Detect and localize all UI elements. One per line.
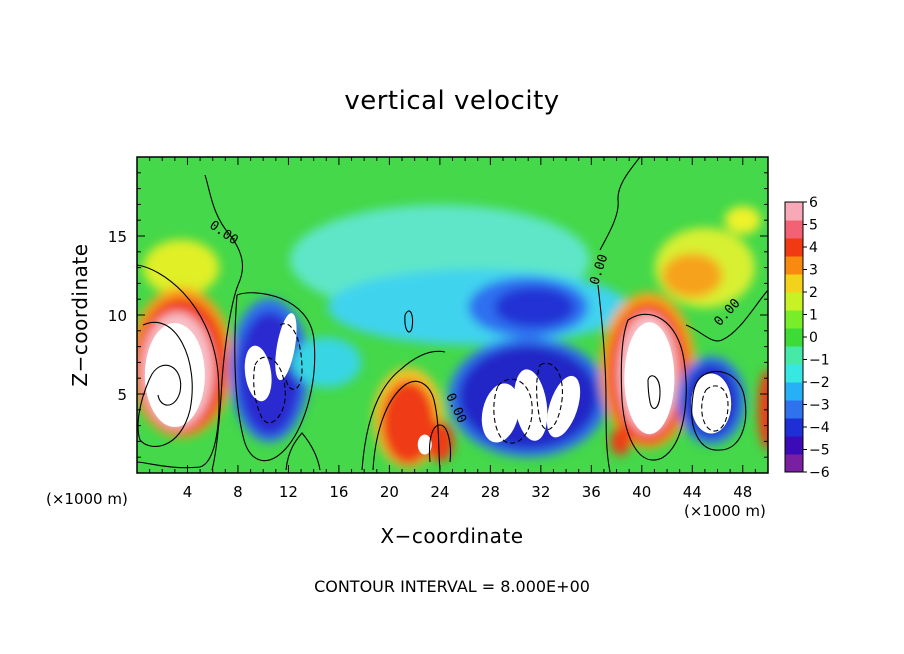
colorbar-tick-label: 3 [809, 263, 818, 279]
x-tick-label: 16 [329, 483, 348, 501]
chart-title: vertical velocity [344, 86, 560, 116]
colorbar-swatch [785, 310, 803, 329]
velocity-field [137, 157, 768, 473]
contour-zero-8 [204, 174, 244, 471]
x-units-label-right: (×1000 m) [684, 502, 766, 520]
contour-zero-36-upper [599, 157, 641, 251]
core-updraft-left [144, 323, 205, 428]
x-tick-label: 32 [531, 483, 550, 501]
contour-blob-21 [404, 310, 414, 333]
colorbar-swatch [785, 238, 803, 257]
core-downdraft-31 [514, 369, 548, 441]
extreme-cores [144, 313, 732, 455]
colorbar-swatch [785, 382, 803, 401]
contour-zero-44 [685, 289, 768, 342]
contour-zero-46 [691, 370, 747, 451]
contour-zero-23 [428, 424, 452, 463]
x-axis-label: X−coordinate [380, 524, 524, 548]
x-tick-label: 44 [683, 483, 702, 501]
colorbar-tick-label: −2 [809, 375, 830, 391]
colorbar-swatch [785, 220, 803, 239]
x-tick-label: 36 [582, 483, 601, 501]
colorbar-tick-label: 0 [809, 330, 818, 346]
contour-neg-10b [279, 323, 303, 390]
x-units-label-left: (×1000 m) [46, 490, 128, 508]
orange-zone-right [662, 253, 723, 298]
contour-zero-19 [361, 350, 446, 471]
colorbar-swatch [785, 400, 803, 419]
core-downdraft-10a [244, 345, 272, 402]
contour-zero-10 [234, 292, 316, 462]
colorbar-tick-label: −3 [809, 398, 830, 414]
contour-neg-31a [493, 378, 533, 444]
x-tick-label: 48 [733, 483, 752, 501]
core-downdraft-34 [546, 375, 581, 438]
x-tick-label: 4 [183, 483, 193, 501]
contour-neg-31b [536, 362, 563, 431]
contour-core-40 [647, 375, 661, 409]
core-downdraft-10b [275, 313, 297, 381]
edge-right-red [758, 369, 768, 450]
x-tick-label: 8 [233, 483, 243, 501]
colorbar-swatch [785, 202, 803, 221]
colorbar-tick-label: −6 [809, 465, 830, 481]
colorbar-swatch [785, 328, 803, 347]
colorbar-swatch [785, 274, 803, 293]
contour-zero-40 [620, 313, 687, 461]
contour-neg-10a [253, 356, 286, 424]
y-tick-label: 5 [117, 386, 127, 404]
colorbar-tick-label: 6 [809, 195, 818, 211]
core-downdraft-46 [691, 373, 732, 434]
x-tick-label: 40 [632, 483, 651, 501]
colorbar-tick-label: −5 [809, 443, 830, 459]
core-downdraft-29 [481, 383, 520, 443]
colorbar-swatch [785, 256, 803, 275]
contour-zero-36 [597, 284, 611, 473]
colorbar-swatch [785, 292, 803, 311]
contour-neg-46 [701, 385, 729, 432]
contour-zero-13 [285, 432, 321, 471]
x-tick-label: 28 [481, 483, 500, 501]
colorbar-swatch [785, 364, 803, 383]
colorbar-swatch [785, 346, 803, 365]
core-updraft-23 [417, 434, 432, 455]
colorbar-swatch [785, 418, 803, 437]
colorbar-tick-label: 1 [809, 308, 818, 324]
contour-left-core [137, 322, 193, 447]
colorbar-tick-label: 5 [809, 218, 818, 234]
dark-blue-zone-upper [494, 287, 575, 328]
contour-zero-left-updraft [137, 264, 220, 469]
yellow-zone-left [143, 239, 220, 296]
cyan-patch-15 [291, 337, 362, 388]
colorbar-swatch [785, 454, 803, 473]
x-tick-label: 20 [380, 483, 399, 501]
x-tick-label: 24 [430, 483, 449, 501]
colorbar-tick-label: 2 [809, 285, 818, 301]
yellow-zone-right-top [724, 206, 761, 235]
colorbar-tick-label: −1 [809, 353, 830, 369]
y-tick-label: 15 [108, 228, 127, 246]
core-updraft-40 [624, 322, 675, 435]
contour-zero-20 [372, 380, 441, 471]
y-tick-label: 10 [108, 307, 127, 325]
colorbar-tick-label: 4 [809, 240, 818, 256]
contour-interval-note: CONTOUR INTERVAL = 8.000E+00 [314, 577, 590, 596]
colorbar-swatch [785, 436, 803, 455]
colorbar: 6 5 4 3 2 1 0 −1 −2 −3 −4 −5 −6 [784, 195, 830, 481]
colorbar-tick-label: −4 [809, 420, 830, 436]
x-tick-label: 12 [279, 483, 298, 501]
updraft-38-red [610, 427, 631, 456]
